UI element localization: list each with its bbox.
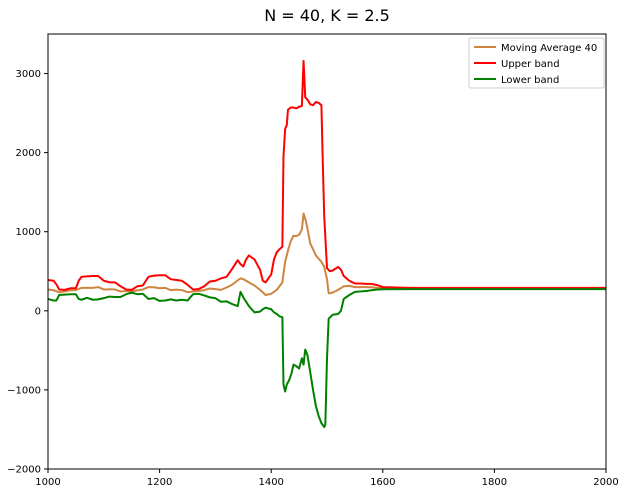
legend-label-upper-band: Upper band [501, 59, 560, 70]
y-tick-label: 2000 [16, 148, 41, 159]
series-line-lower-band [47, 288, 606, 429]
plot-area [47, 59, 606, 429]
y-tick-label: −1000 [7, 385, 41, 396]
y-tick-label: −2000 [7, 465, 41, 476]
axes-frame [47, 33, 607, 470]
legend-frame [468, 37, 605, 89]
legend-label-lower-band: Lower band [501, 75, 559, 86]
y-tick-label: 3000 [16, 69, 41, 80]
x-tick-label: 1000 [35, 477, 60, 488]
x-tick-label: 1400 [258, 477, 283, 488]
x-tick-label: 1800 [482, 477, 507, 488]
legend: Moving Average 40 Upper band Lower band [468, 37, 605, 89]
axes: 1000 1200 1400 1600 1800 2000 −2000 −1000 0 1000 2… [7, 33, 619, 488]
x-tick-label: 1600 [370, 477, 395, 488]
series-line-upper-band [47, 59, 606, 291]
series-line-moving-average [47, 212, 606, 296]
y-tick-label: 0 [35, 306, 41, 317]
legend-label-moving-average: Moving Average 40 [501, 43, 597, 54]
chart-title: N = 40, K = 2.5 [264, 6, 390, 25]
x-tick-label: 1200 [147, 477, 172, 488]
x-tick-label: 2000 [593, 477, 618, 488]
y-tick-label: 1000 [16, 227, 41, 238]
